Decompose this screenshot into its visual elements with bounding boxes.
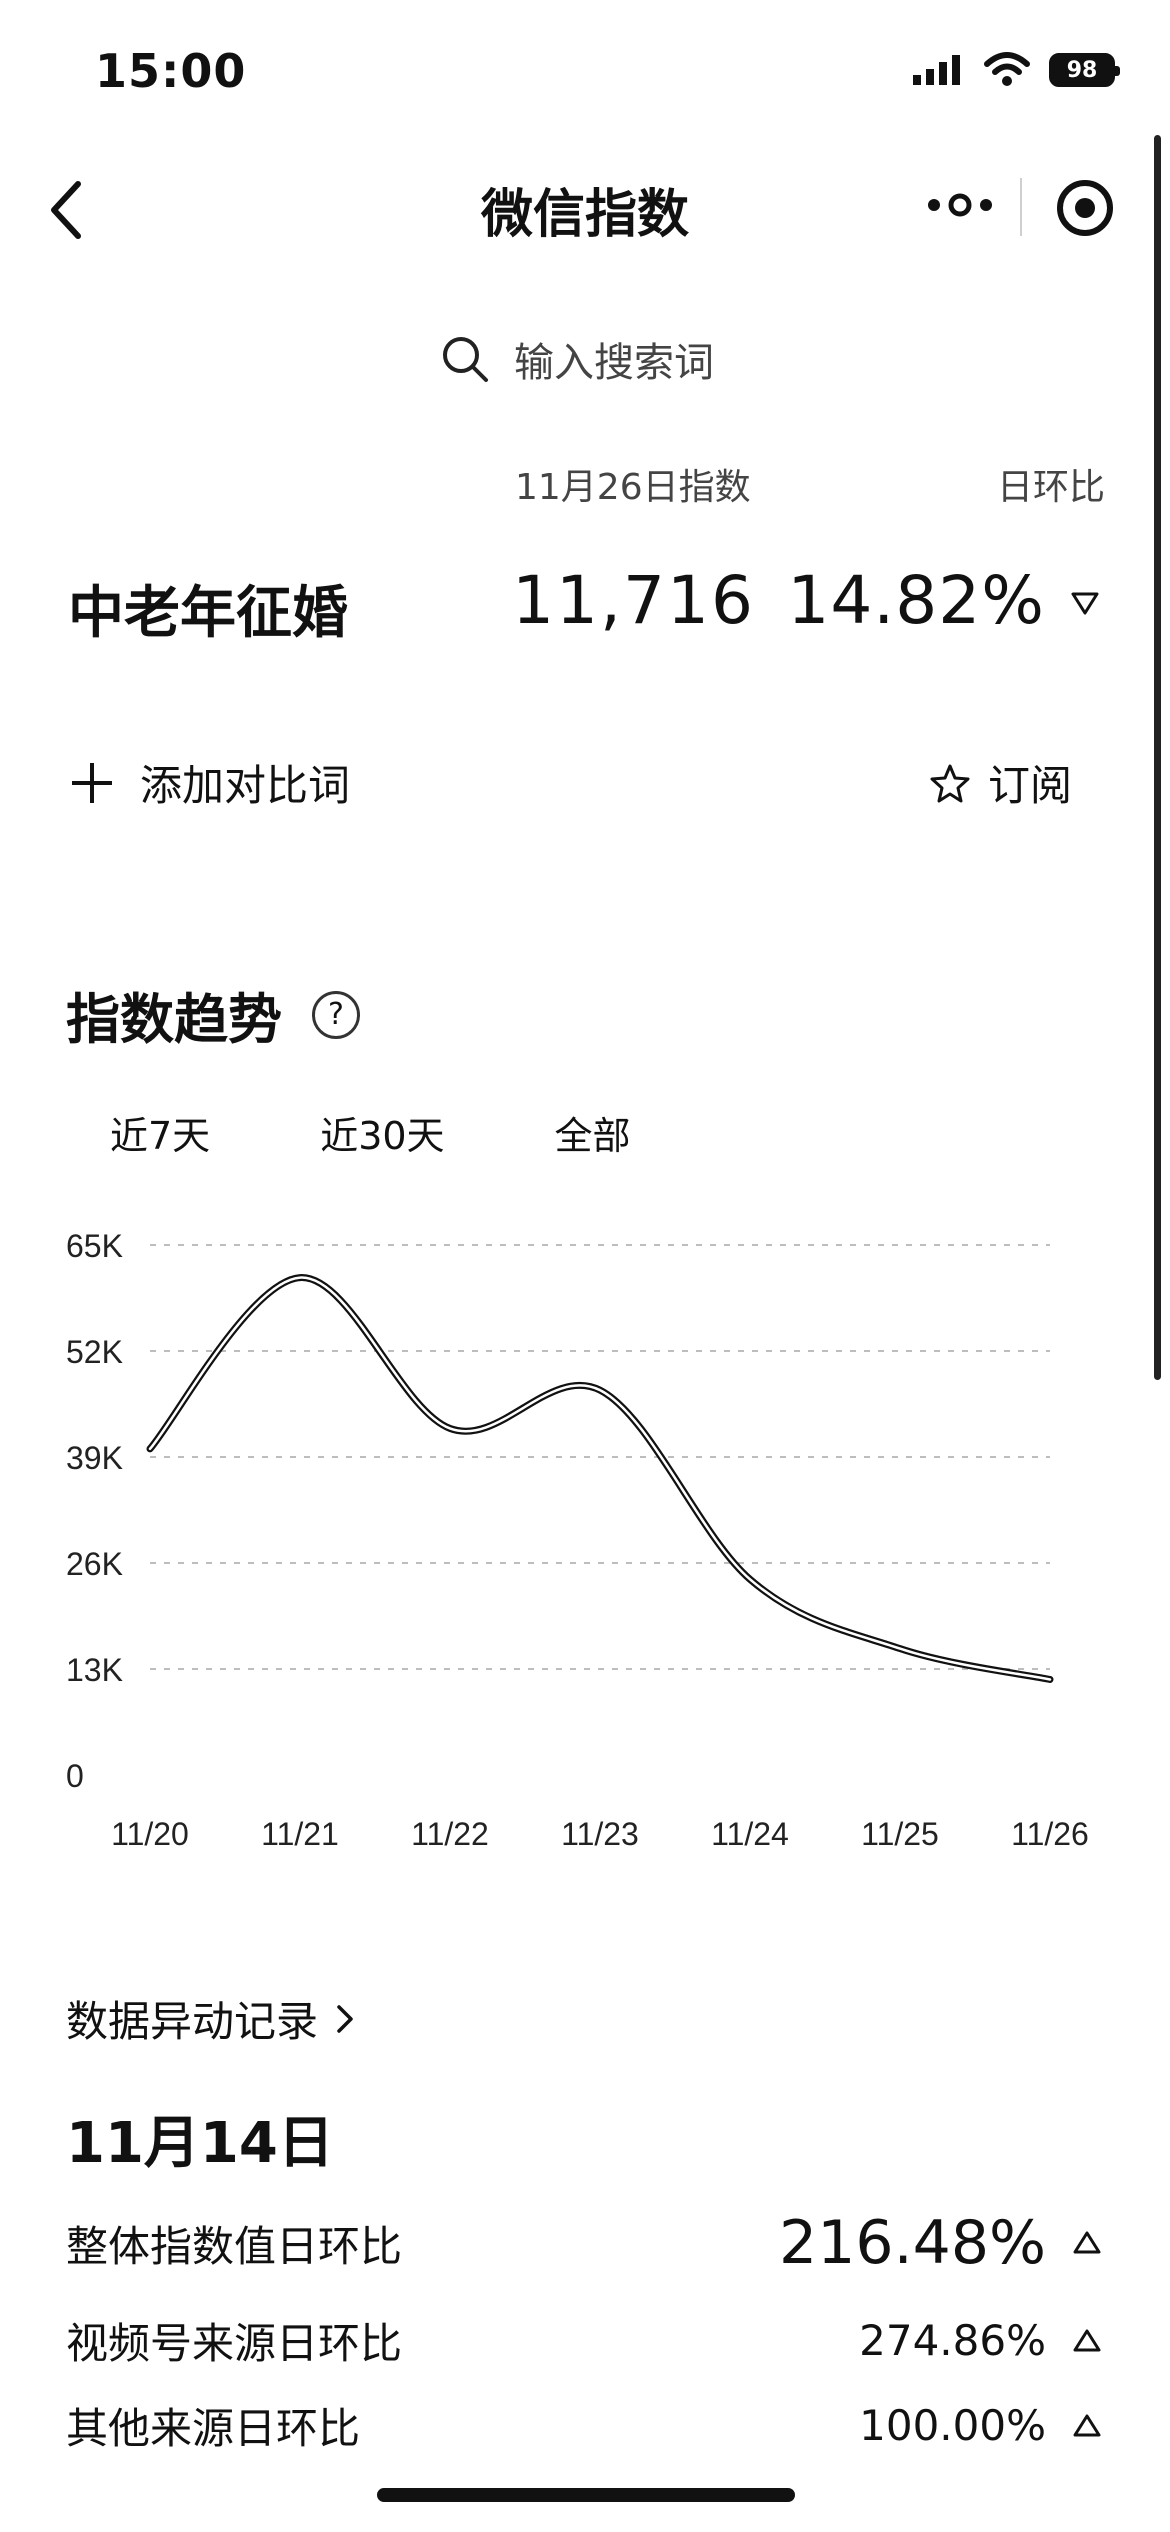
keyword-term: 中老年征婚 (68, 581, 348, 646)
anomaly-link-label: 数据异动记录 (66, 1997, 319, 2046)
stat-value: 216.48% (779, 2208, 1046, 2278)
day-ratio-label: 日环比 (996, 467, 1105, 508)
subscribe-label: 订阅 (987, 761, 1072, 810)
y-axis-ticks: 0 13K 26K 39K 52K 65K (66, 1228, 123, 1794)
chart-series (146, 1274, 1054, 1683)
x-tick-label: 11/22 (411, 1816, 489, 1852)
index-date-label: 11月26日指数 (515, 467, 751, 508)
y-tick-label: 52K (66, 1334, 123, 1370)
tab-7-days[interactable]: 近7天 (110, 1114, 211, 1158)
help-icon[interactable]: ? (312, 990, 360, 1039)
x-tick-label: 11/20 (111, 1816, 189, 1852)
stat-value: 274.86% (859, 2316, 1046, 2365)
stat-label: 视频号来源日环比 (66, 2319, 403, 2368)
y-tick-label: 13K (66, 1652, 123, 1688)
x-tick-label: 11/24 (711, 1816, 789, 1852)
add-compare-label: 添加对比词 (140, 761, 351, 810)
x-tick-label: 11/25 (861, 1816, 939, 1852)
battery-icon: 98 (1049, 53, 1120, 87)
trend-title: 指数趋势 (66, 988, 282, 1051)
subscribe-button[interactable]: 订阅 (930, 752, 1072, 813)
tab-30-days[interactable]: 近30天 (320, 1114, 445, 1158)
x-tick-label: 11/23 (561, 1816, 639, 1852)
stat-label: 其他来源日环比 (66, 2404, 361, 2453)
stat-row-video: 视频号来源日环比 274.86% (66, 2310, 1102, 2371)
x-tick-label: 11/21 (261, 1816, 339, 1852)
status-time: 15:00 (95, 44, 247, 98)
target-icon[interactable] (1055, 178, 1115, 238)
y-tick-label: 65K (66, 1228, 123, 1264)
stat-value: 100.00% (859, 2401, 1046, 2450)
x-axis-ticks: 11/20 11/21 11/22 11/23 11/24 11/25 11/26 (111, 1816, 1089, 1852)
battery-level: 98 (1066, 57, 1098, 83)
tab-all[interactable]: 全部 (554, 1114, 631, 1158)
anomaly-record-link[interactable]: 数据异动记录 (66, 1988, 356, 2049)
more-icon[interactable] (925, 185, 995, 225)
plus-icon (72, 762, 112, 803)
trend-section-title: 指数趋势 ? (66, 975, 360, 1054)
search-icon (443, 337, 488, 382)
cellular-signal-icon (913, 55, 960, 85)
back-icon[interactable] (40, 170, 100, 250)
triangle-up-icon (1073, 2414, 1101, 2436)
nav-divider (1020, 178, 1022, 236)
x-tick-label: 11/26 (1011, 1816, 1089, 1852)
chart-grid (150, 1244, 1050, 1670)
triangle-down-icon (1071, 592, 1099, 615)
search-input[interactable]: 输入搜索词 (514, 340, 714, 386)
home-indicator[interactable] (377, 2488, 795, 2502)
day-ratio-value: 14.82% (787, 562, 1045, 639)
star-icon (930, 764, 970, 802)
page-title: 微信指数 (480, 185, 689, 245)
series-line-core (148, 1276, 1052, 1681)
wifi-icon (984, 52, 1030, 86)
y-tick-label: 0 (66, 1758, 84, 1794)
scroll-bar[interactable] (1154, 135, 1161, 1380)
status-icons: 98 (913, 52, 1120, 88)
stat-row-other: 其他来源日环比 100.00% (66, 2395, 1102, 2456)
y-tick-label: 39K (66, 1440, 123, 1476)
search-bar[interactable]: 输入搜索词 (440, 330, 714, 388)
chevron-right-icon (337, 2004, 353, 2033)
y-tick-label: 26K (66, 1546, 123, 1582)
stat-row-overall: 整体指数值日环比 216.48% (66, 2208, 1102, 2278)
add-compare-button[interactable]: 添加对比词 (70, 752, 350, 813)
anomaly-date: 11月14日 (66, 2111, 334, 2176)
triangle-up-icon (1073, 2329, 1101, 2351)
triangle-up-icon (1073, 2231, 1101, 2254)
range-tabs: 近7天 近30天 全部 (110, 1105, 631, 1160)
stat-label: 整体指数值日环比 (66, 2221, 403, 2271)
series-line-outline (146, 1274, 1054, 1683)
index-value: 11,716 (512, 562, 755, 639)
